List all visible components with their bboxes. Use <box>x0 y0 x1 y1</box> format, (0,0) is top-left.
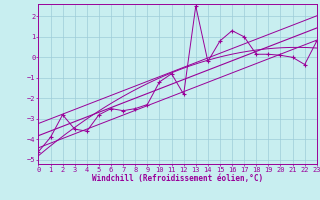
X-axis label: Windchill (Refroidissement éolien,°C): Windchill (Refroidissement éolien,°C) <box>92 174 263 183</box>
